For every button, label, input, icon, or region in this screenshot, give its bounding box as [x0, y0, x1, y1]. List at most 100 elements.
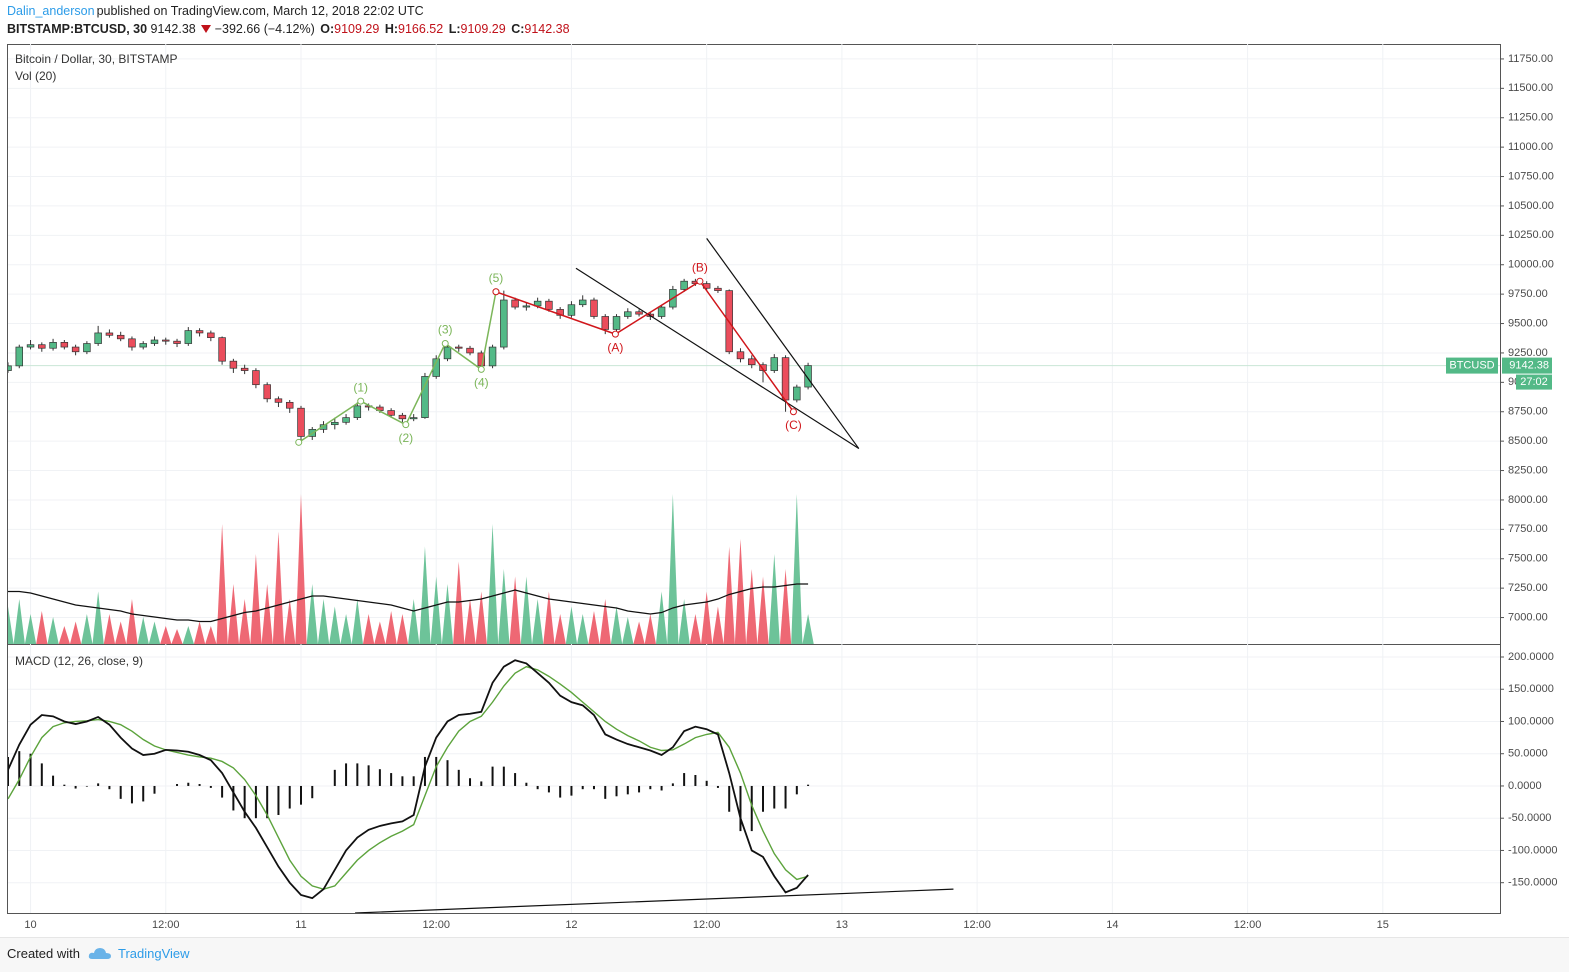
brand[interactable]: TradingView: [118, 946, 190, 961]
author[interactable]: Dalin_anderson: [7, 4, 95, 18]
volume-spike: [137, 617, 149, 644]
wave-point: [492, 288, 500, 296]
candle-body: [319, 424, 328, 430]
x-tick-label: 12:00: [152, 919, 180, 931]
candle-body: [8, 365, 12, 371]
volume-spike: [92, 591, 104, 644]
y-tick-label: 11750.00: [1508, 53, 1553, 65]
wave-point: [357, 397, 365, 405]
volume-spike: [47, 617, 59, 644]
candle-body: [635, 311, 643, 315]
volume-spike: [768, 554, 780, 644]
wave-point: [789, 408, 797, 416]
symbol: BITSTAMP:BTCUSD, 30: [7, 22, 148, 36]
volume-spike: [622, 617, 634, 644]
candle-body: [466, 347, 474, 354]
candle-body: [545, 300, 553, 310]
y-tick-label: -50.0000: [1508, 812, 1551, 824]
published: published on TradingView.com, March 12, …: [96, 4, 424, 18]
y-tick-label: 0.0000: [1508, 780, 1542, 792]
axes: 10 12:00 11 12:00 12 12:00 13 12:00 14 12:00 15 700…: [24, 53, 1557, 931]
y-tick-label: 50.0000: [1508, 748, 1548, 760]
volume-spike: [216, 524, 228, 644]
candle-body: [680, 280, 688, 290]
candle-body: [331, 421, 339, 426]
candle-body: [38, 344, 46, 349]
volume-spike: [58, 626, 70, 644]
down-arrow: [201, 25, 212, 33]
candle-body: [263, 384, 271, 400]
low: 9109.29: [460, 22, 506, 36]
volume-spike: [13, 599, 25, 644]
volume-spike: [475, 591, 487, 644]
wave-point: [295, 438, 303, 446]
candle-body: [657, 306, 666, 317]
candle-body: [139, 343, 147, 348]
volume-spike: [329, 606, 341, 644]
y-tick-label: 7000.00: [1508, 611, 1548, 623]
candle-body: [624, 311, 632, 317]
candle-body: [49, 342, 57, 349]
candle-body: [578, 299, 587, 306]
header-line-2: BITSTAMP:BTCUSD, 30 9142.38 −392.66 (−4.…: [7, 22, 572, 36]
volume-spike: [272, 531, 285, 644]
y-tick-label: 10500.00: [1508, 200, 1554, 212]
y-tick-label: 9750.00: [1508, 288, 1548, 300]
x-tick-label: 12: [565, 919, 577, 931]
volume-spike: [148, 621, 161, 644]
candle-body: [759, 364, 767, 371]
volume-spike: [115, 621, 127, 644]
open: 9109.29: [334, 22, 380, 36]
volume-spike: [689, 614, 702, 644]
l-label: L:: [448, 22, 461, 36]
volume-spike: [160, 626, 172, 644]
y-tick-label: 10000.00: [1508, 259, 1554, 271]
volume-spike: [205, 626, 217, 644]
volume-spike: [261, 584, 273, 644]
tv-logo: [88, 948, 111, 959]
c-label: C:: [511, 22, 525, 36]
volume-spike: [655, 591, 668, 644]
candle-body: [195, 330, 204, 334]
y-tick-label: 7500.00: [1508, 553, 1548, 565]
x-tick-label: 10: [24, 919, 36, 931]
trend-line: [575, 267, 860, 450]
x-tick-label: 13: [836, 919, 848, 931]
volume-spike: [126, 599, 138, 644]
volume-spike: [284, 599, 296, 644]
y-tick-label: 7750.00: [1508, 523, 1548, 535]
candle-body: [488, 346, 497, 367]
change: −392.66 (−4.12%): [214, 22, 315, 36]
volume-title: Vol (20): [15, 69, 56, 83]
volume-spike: [746, 569, 758, 644]
y-tick-label: 8250.00: [1508, 464, 1548, 476]
volume-spike: [374, 621, 386, 644]
volume-spike: [453, 561, 465, 644]
y-tick-label: 150.0000: [1508, 683, 1554, 695]
candle-body: [150, 339, 159, 344]
wave-label: (C): [785, 418, 802, 432]
candle-body: [240, 367, 249, 371]
x-tick-label: 12:00: [1234, 919, 1262, 931]
candle-body: [15, 346, 23, 367]
volume-spike: [385, 611, 397, 644]
candle-body: [522, 305, 531, 308]
volume-spike: [295, 494, 307, 644]
pane-title: Bitcoin / Dollar, 30, BITSTAMP: [15, 52, 178, 66]
volume-spike: [430, 576, 442, 644]
volume-spike: [464, 599, 476, 644]
candle-body: [207, 332, 215, 338]
countdown-tag: [1516, 374, 1552, 390]
volume-spike: [408, 599, 420, 644]
wave-label: (1): [353, 380, 368, 394]
candle-body: [297, 407, 305, 437]
wave-label: (3): [438, 323, 453, 337]
y-tick-label: 11500.00: [1508, 82, 1553, 94]
o-label: O:: [320, 22, 335, 36]
candle-body: [128, 338, 136, 348]
wave-point: [477, 365, 485, 373]
candle-body: [218, 337, 226, 362]
volume-spike: [81, 614, 93, 644]
candle-body: [455, 346, 463, 349]
